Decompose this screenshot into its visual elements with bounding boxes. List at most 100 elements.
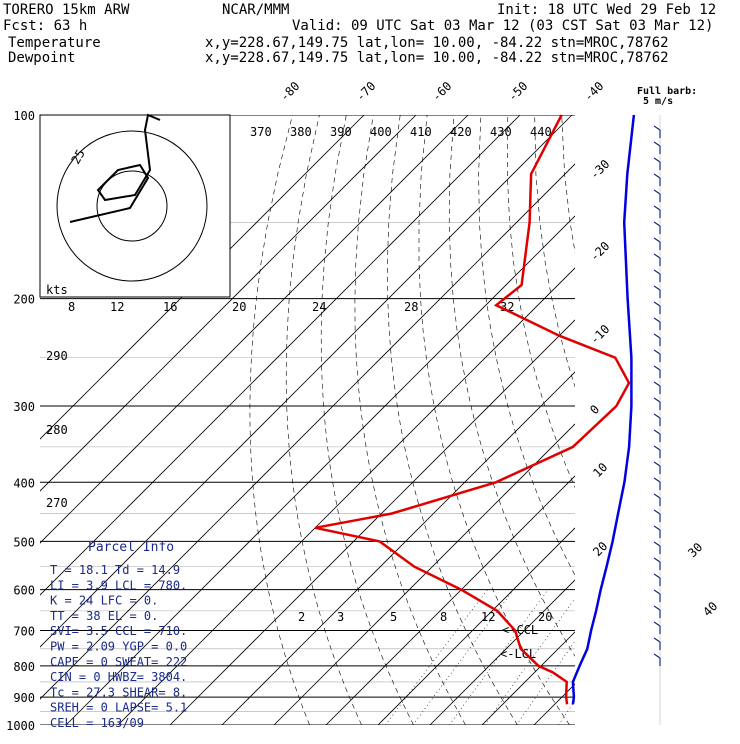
wind-barb <box>654 158 660 170</box>
legend-dewpoint: Dewpoint <box>8 50 75 66</box>
dry-adiabat-label: 280 <box>46 423 68 437</box>
mixing-ratio-label: 8 <box>440 610 447 624</box>
level-annotation: <-CCL <box>502 623 538 637</box>
mixing-ratio-line <box>385 590 487 725</box>
dry-adiabat-line <box>589 115 740 725</box>
pressure-tick-label: 500 <box>13 535 35 549</box>
isotherm-line <box>690 115 740 725</box>
wind-barb <box>654 350 660 362</box>
theta-e-label: 420 <box>450 125 472 139</box>
pressure-tick-label: 100 <box>13 109 35 123</box>
mixing-ratio-label: 24 <box>312 300 326 314</box>
wind-barbs <box>654 115 660 725</box>
dry-adiabat-line <box>696 115 740 725</box>
mixing-ratio-label: 12 <box>481 610 495 624</box>
pressure-tick-label: 400 <box>13 476 35 490</box>
dry-adiabat-line <box>321 115 413 725</box>
isotherm-label: 40 <box>700 599 720 619</box>
theta-e-label: 370 <box>250 125 272 139</box>
dry-adiabat-label: 290 <box>46 349 68 363</box>
hodograph-frame <box>40 115 230 297</box>
isotherm-line <box>586 115 740 725</box>
mixing-ratio-label: 2 <box>298 610 305 624</box>
wind-barb <box>654 622 660 634</box>
isotherm-label: 10 <box>590 460 610 480</box>
dry-adiabat-line <box>387 115 517 725</box>
theta-e-label: 380 <box>290 125 312 139</box>
isotherm-label: -60 <box>429 79 454 104</box>
wind-barb <box>654 590 660 602</box>
hodograph-unit-label: kts <box>46 283 68 297</box>
wind-barb <box>654 462 660 474</box>
sounding-profiles <box>315 115 634 704</box>
isotherm-line <box>378 115 740 725</box>
wind-barb <box>654 606 660 618</box>
dry-adiabat-line <box>669 115 740 725</box>
parcel-info-row: CELL = 163/09 <box>50 716 144 730</box>
wind-barb <box>654 494 660 506</box>
wind-barb <box>654 542 660 554</box>
theta-e-label: 400 <box>370 125 392 139</box>
wind-barb <box>654 574 660 586</box>
wind-barb <box>654 430 660 442</box>
barb-key-line2: 5 m/s <box>643 96 673 107</box>
dry-adiabat-line <box>507 115 725 725</box>
pressure-tick-label: 700 <box>13 625 35 639</box>
wind-barb <box>654 270 660 282</box>
mixing-ratio-label: 20 <box>538 610 552 624</box>
wind-barb <box>654 302 660 314</box>
isotherm-label: 0 <box>587 402 602 417</box>
wind-barb <box>654 254 660 266</box>
theta-e-label: 430 <box>490 125 512 139</box>
parcel-info-row: PW = 2.09 YGP = 0.0 <box>50 640 187 654</box>
wind-barb <box>654 382 660 394</box>
isotherm-label: -10 <box>587 322 612 347</box>
wind-barb <box>654 174 660 186</box>
isotherm-label: -50 <box>505 79 530 104</box>
parcel-info-row: LI = 3.9 LCL = 780. <box>50 578 187 592</box>
pressure-tick-label: 300 <box>13 400 35 414</box>
pressure-tick-label: 600 <box>13 584 35 598</box>
pressure-tick-label: 200 <box>13 293 35 307</box>
isotherm-label: -20 <box>587 239 612 264</box>
wind-barb <box>654 190 660 202</box>
wind-barb <box>654 654 660 666</box>
wind-barb <box>654 126 660 138</box>
pressure-tick-label: 1000 <box>6 719 35 733</box>
init-label: Init: 18 UTC Wed 29 Feb 12 <box>497 2 716 18</box>
wind-barb <box>654 398 660 410</box>
isotherm-line <box>638 115 740 725</box>
isotherm-line <box>430 115 740 725</box>
isotherm-label: 20 <box>590 539 610 559</box>
mixing-ratio-label: 28 <box>404 300 418 314</box>
parcel-info-row: K = 24 LFC = 0. <box>50 594 158 608</box>
wind-barb <box>654 638 660 650</box>
parcel-info-row: SVI= 3.5 CCL = 710. <box>50 624 187 638</box>
parcel-info-row: TT = 38 EL = 0. <box>50 609 158 623</box>
pressure-tick-label: 800 <box>13 660 35 674</box>
wind-barb <box>654 222 660 234</box>
valid-time-label: Valid: 09 UTC Sat 03 Mar 12 (03 CST Sat … <box>292 18 713 34</box>
legend-dewpoint-location: x,y=228.67,149.75 lat,lon= 10.00, -84.22… <box>205 50 669 66</box>
mixing-ratio-line <box>413 590 514 725</box>
mixing-ratio-label: 3 <box>337 610 344 624</box>
theta-e-label: 410 <box>410 125 432 139</box>
parcel-info-row: SREH = 0 LAPSE= 5.1 <box>50 701 187 715</box>
isotherm-label: 30 <box>685 540 705 560</box>
wind-barb <box>654 526 660 538</box>
parcel-info-row: T = 18.1 Td = 14.9 <box>50 563 180 577</box>
isotherm-line <box>534 115 740 725</box>
parcel-info-row: Tc = 27.3 SHEAR= 8. <box>50 685 187 699</box>
isotherm-label: -30 <box>587 157 612 182</box>
parcel-info-panel: Parcel Info T = 18.1 Td = 14.9LI = 3.9 L… <box>50 540 187 730</box>
wind-barb <box>654 286 660 298</box>
dry-adiabat-line <box>419 115 570 725</box>
legend-temperature-location: x,y=228.67,149.75 lat,lon= 10.00, -84.22… <box>205 35 669 51</box>
mixing-ratio-label: 5 <box>390 610 397 624</box>
wind-barb <box>654 510 660 522</box>
parcel-info-title: Parcel Info <box>88 540 174 555</box>
isotherm-label: -70 <box>353 79 378 104</box>
wind-barb <box>654 414 660 426</box>
